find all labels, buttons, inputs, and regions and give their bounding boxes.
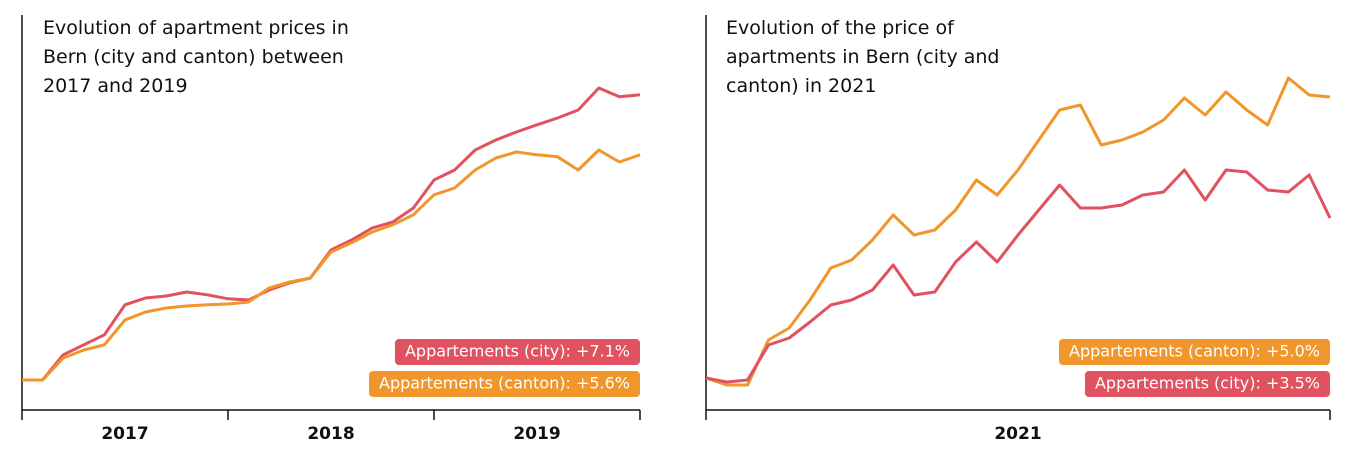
legend-box	[1059, 339, 1330, 365]
series-line	[705, 168, 1332, 384]
series-line	[705, 76, 1331, 387]
legend-label: Appartements (canton): +5.0%	[1069, 342, 1320, 361]
legend-label: Appartements (city): +7.1%	[405, 342, 630, 361]
chart-title: Evolution of the price of apartments in …	[726, 17, 1000, 97]
series-line	[22, 148, 641, 382]
x-tick-label: 2019	[513, 424, 560, 444]
series-line	[22, 86, 641, 382]
legend-box	[369, 371, 640, 397]
x-tick-label: 2018	[307, 424, 354, 444]
x-tick-label: 2017	[101, 424, 148, 444]
legend-box	[394, 339, 640, 365]
chart-title: Evolution of apartment prices in Bern (c…	[43, 17, 349, 97]
legend-label: Appartements (canton): +5.6%	[379, 374, 630, 393]
legend-label: Appartements (city): +3.5%	[1095, 374, 1320, 393]
legend-box	[1084, 371, 1330, 397]
x-tick-label: 2021	[994, 424, 1041, 444]
